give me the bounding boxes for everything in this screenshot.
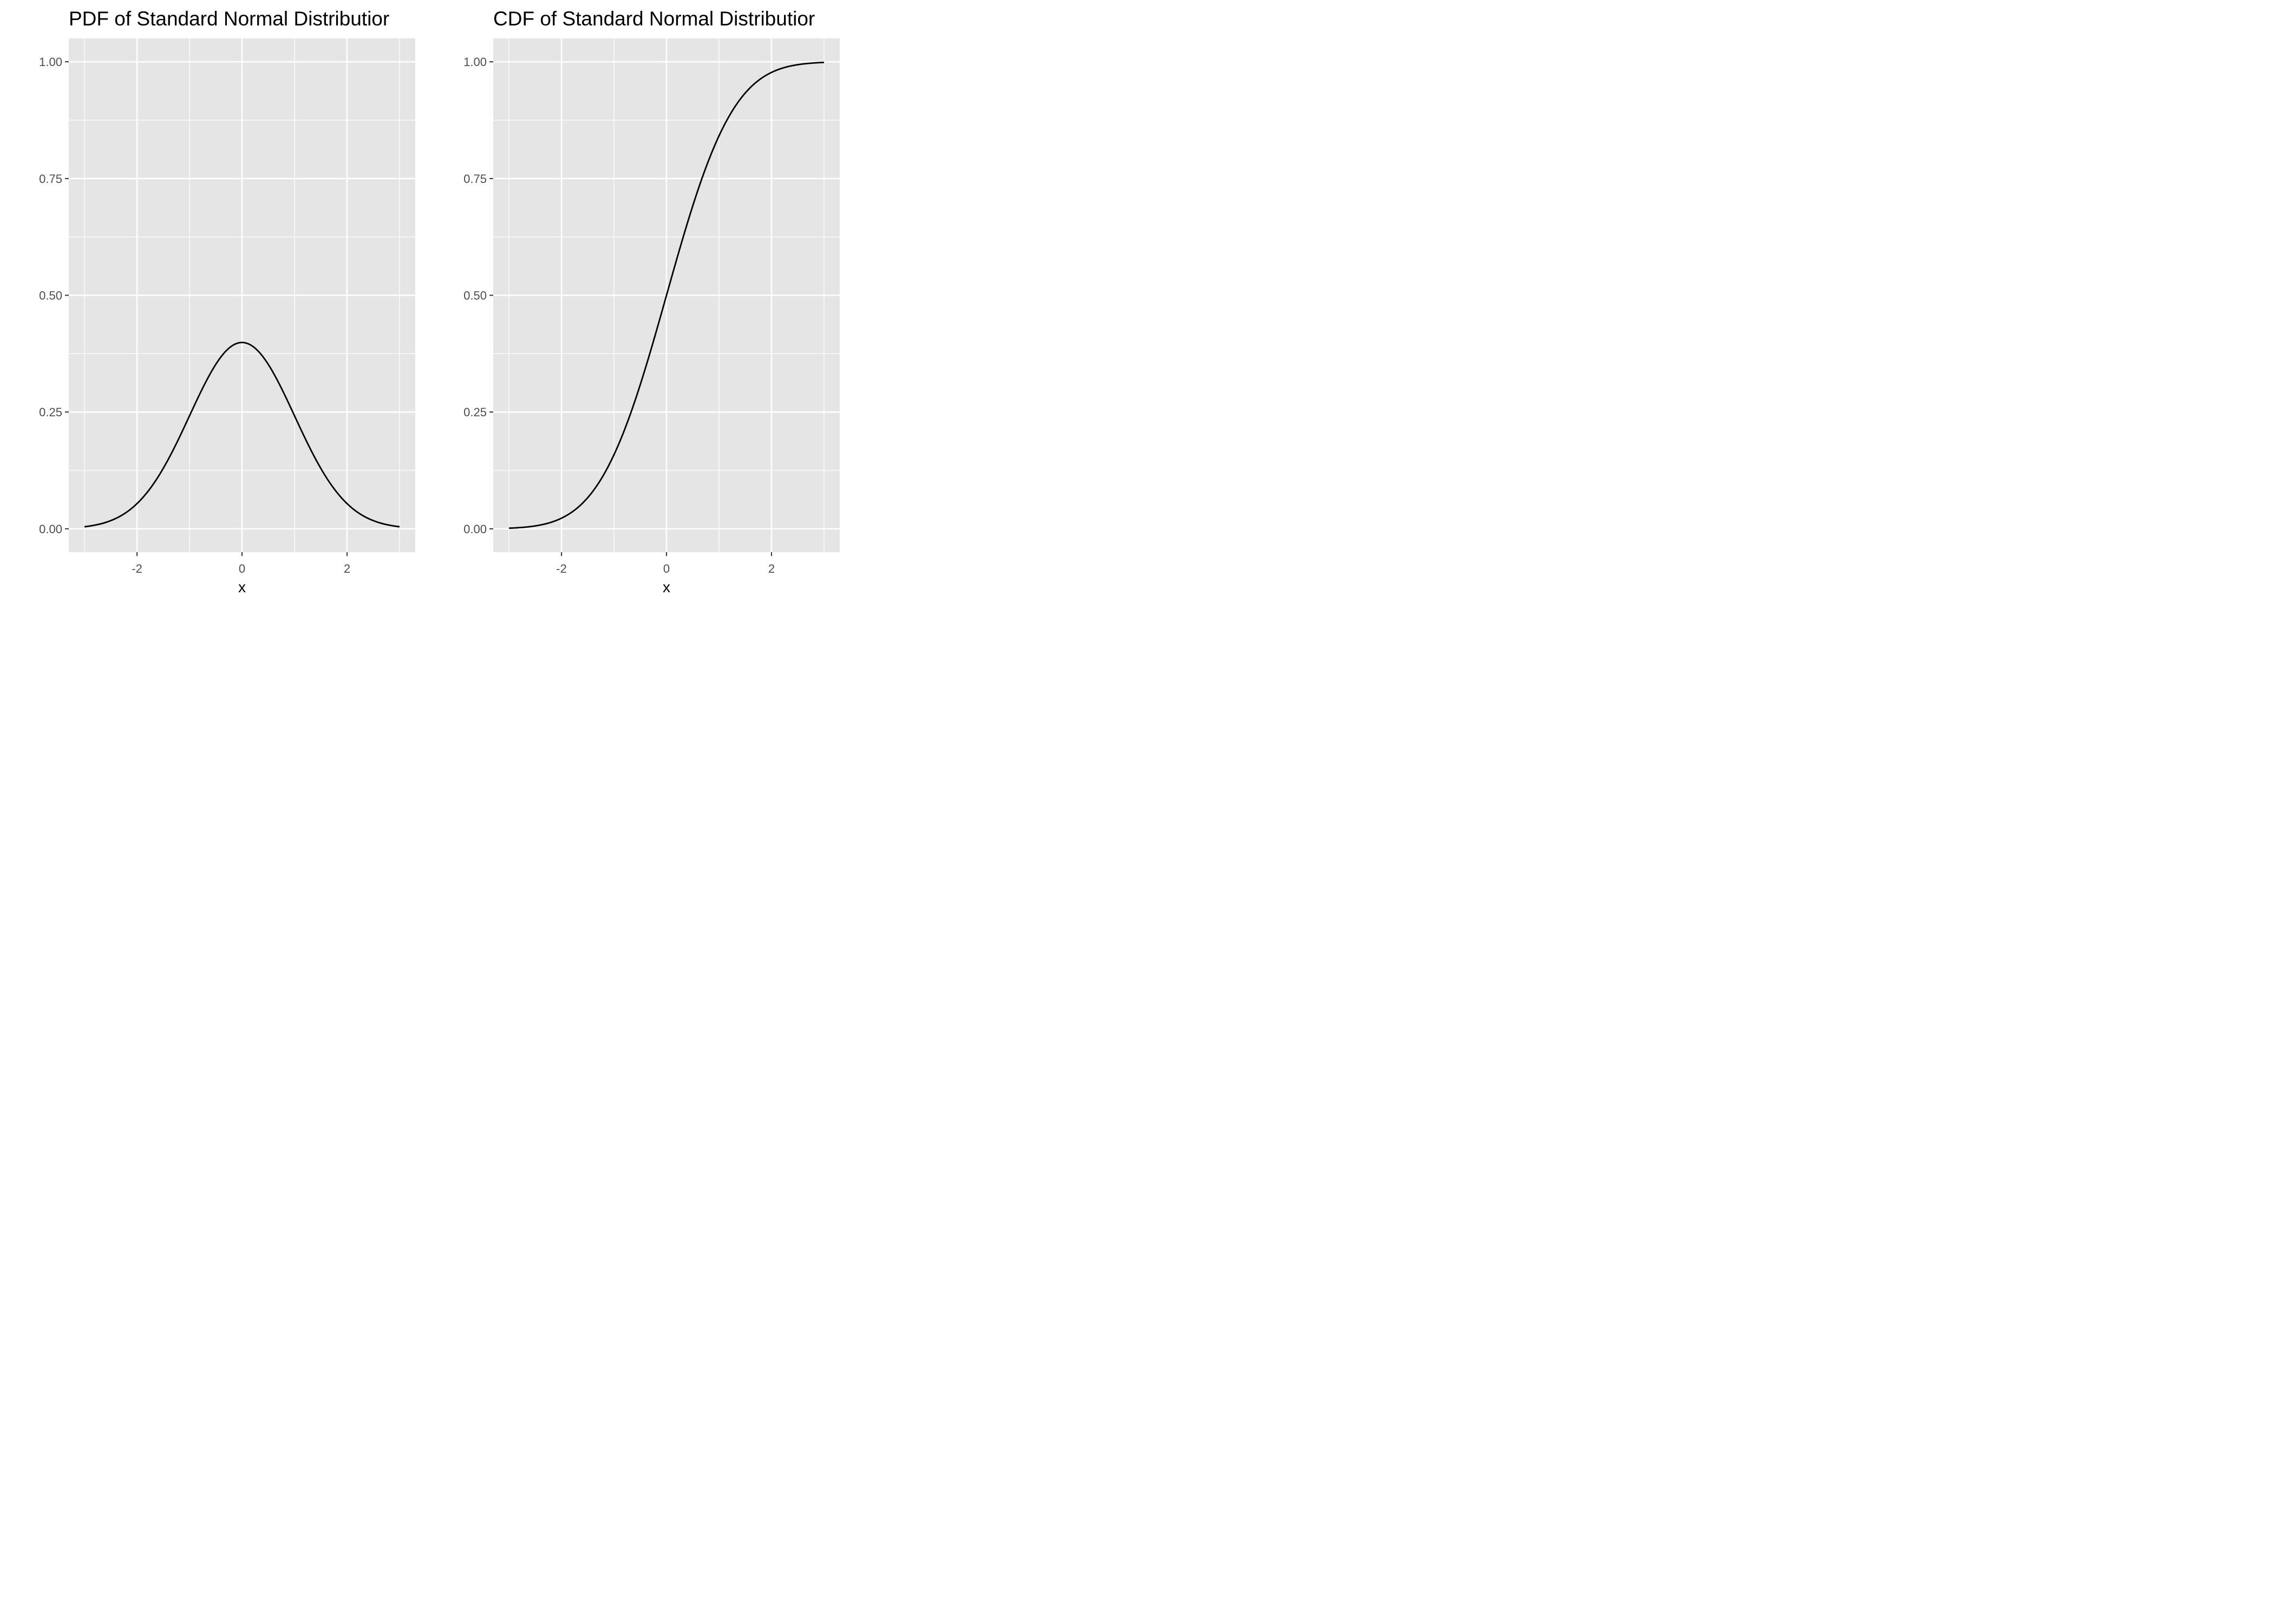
- pdf-y-tick-label: 0.25: [39, 405, 62, 419]
- cdf-y-tick-label: 0.50: [463, 289, 487, 303]
- cdf-curve: [509, 61, 824, 529]
- pdf-y-tick-label: 0.50: [39, 289, 62, 303]
- cdf-y-tick-label: 1.00: [463, 55, 487, 69]
- pdf-x-tick-label: -2: [132, 562, 142, 575]
- chart-figure: 0.00 0.25 0.50 0.75 1.00 -2 0 2 x PDF of Standard…: [39, 8, 840, 595]
- cdf-chart-title: CDF of Standard Normal Distributior: [493, 8, 815, 30]
- pdf-y-tick-label: 1.00: [39, 55, 62, 69]
- cdf-y-tick-label: 0.25: [463, 405, 487, 419]
- pdf-x-tick-label: 0: [239, 562, 245, 575]
- cdf-x-axis-title: x: [663, 579, 670, 595]
- cdf-panel: 0.00 0.25 0.50 0.75 1.00 -2 0 2 x CDF of Standard…: [463, 8, 840, 595]
- figure: 0.00 0.25 0.50 0.75 1.00 -2 0 2 x PDF of Standard…: [0, 0, 849, 595]
- pdf-x-tick-label: 2: [344, 562, 350, 575]
- cdf-x-tick-label: -2: [556, 562, 567, 575]
- pdf-x-axis-title: x: [238, 579, 246, 595]
- cdf-y-tick-label: 0.00: [463, 522, 487, 536]
- pdf-y-tick-label: 0.75: [39, 172, 62, 186]
- pdf-curve: [84, 342, 400, 528]
- pdf-chart-title: PDF of Standard Normal Distributior: [69, 8, 389, 30]
- cdf-x-tick-label: 0: [663, 562, 670, 575]
- cdf-y-tick-label: 0.75: [463, 172, 487, 186]
- cdf-x-tick-label: 2: [768, 562, 775, 575]
- pdf-y-tick-label: 0.00: [39, 522, 62, 536]
- pdf-panel: 0.00 0.25 0.50 0.75 1.00 -2 0 2 x PDF of Standard…: [39, 8, 415, 595]
